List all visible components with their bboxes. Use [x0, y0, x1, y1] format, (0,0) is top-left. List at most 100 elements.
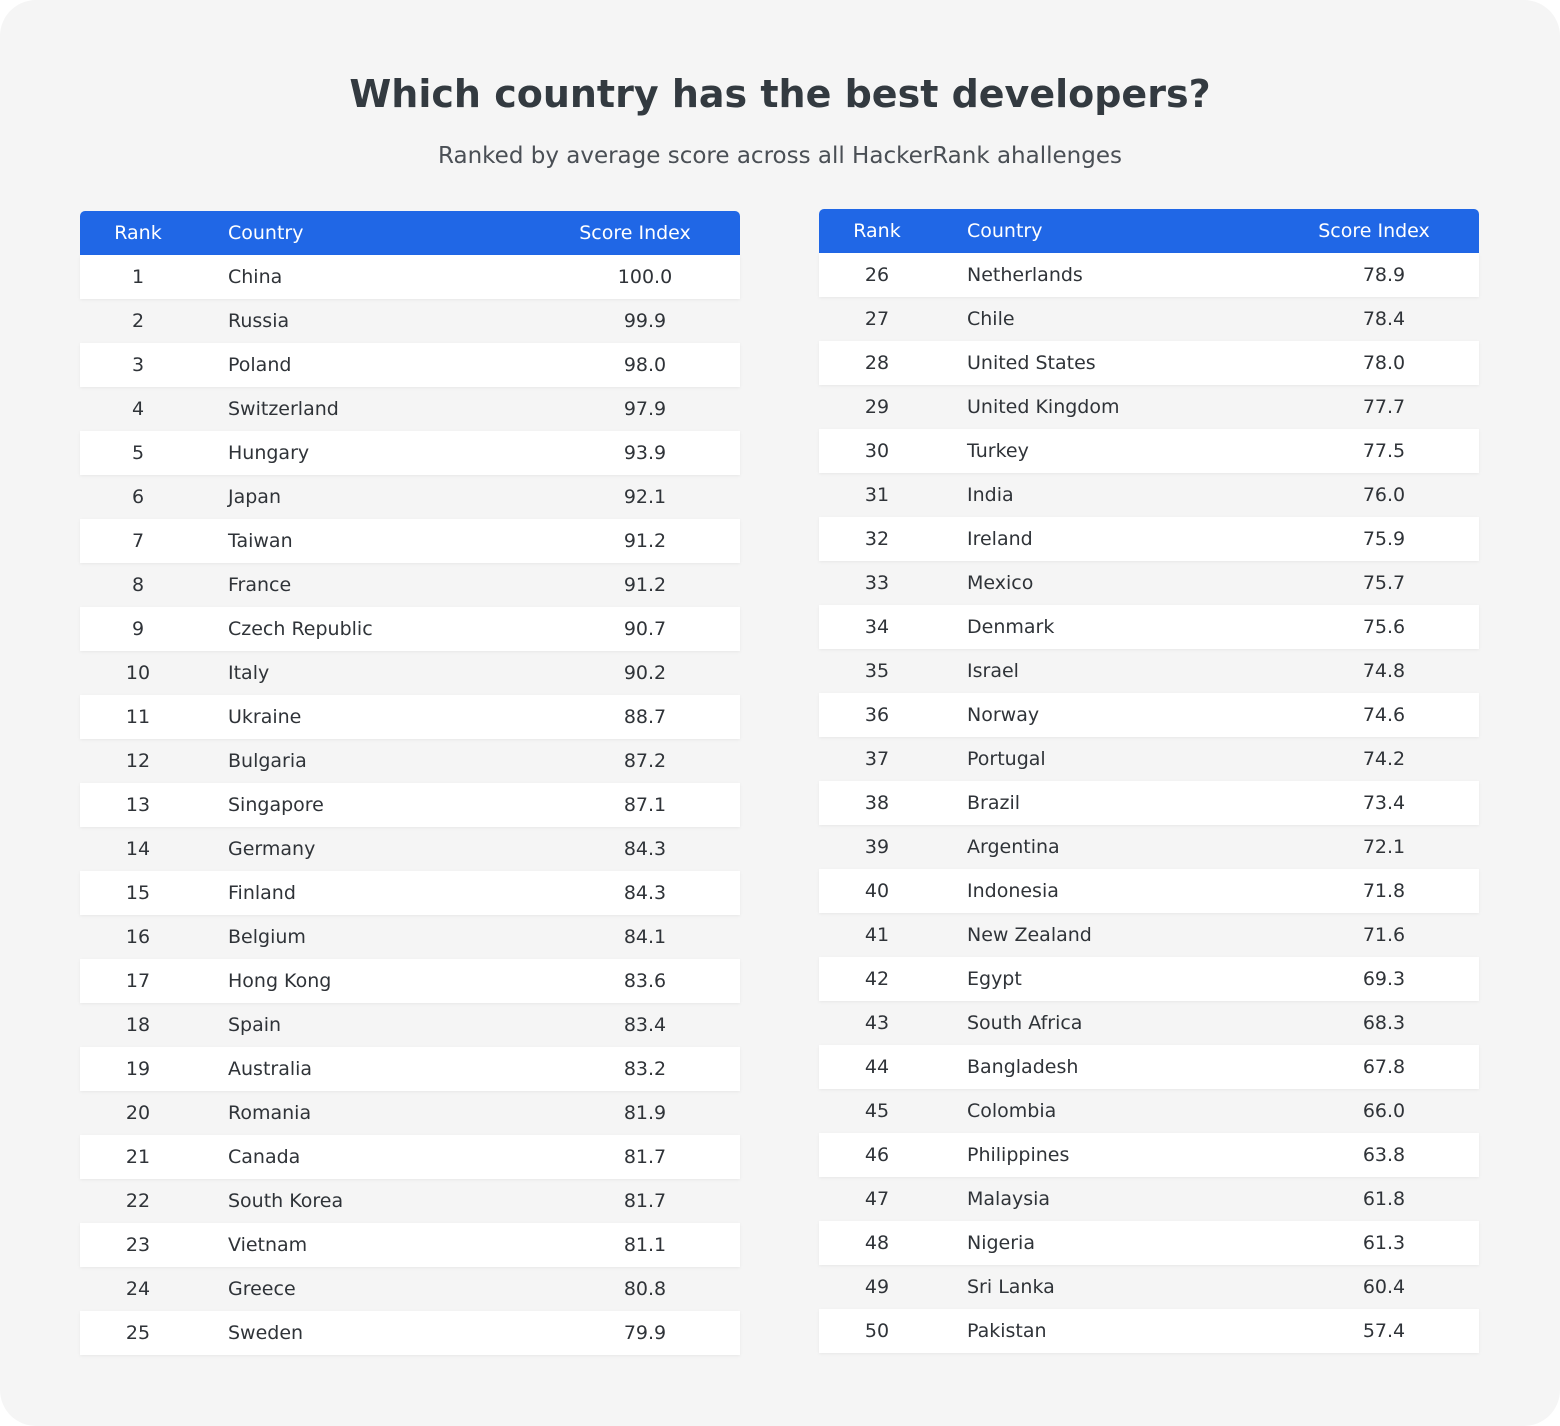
- table-row: 35 Israel 74.8: [819, 649, 1479, 693]
- table-row: 9 Czech Republic 90.7: [80, 607, 740, 651]
- country-cell: Colombia: [967, 1100, 1057, 1122]
- rank-cell: 21: [125, 1146, 151, 1168]
- score-cell: 83.6: [623, 970, 667, 992]
- score-cell: 93.9: [623, 442, 667, 464]
- score-cell: 84.3: [623, 838, 667, 860]
- country-cell: Argentina: [967, 836, 1060, 858]
- rank-cell: 25: [125, 1322, 151, 1344]
- country-cell: Norway: [967, 704, 1040, 726]
- rank-cell: 15: [125, 882, 151, 904]
- score-cell: 98.0: [623, 354, 667, 376]
- rank-cell: 48: [864, 1232, 890, 1254]
- rank-cell: 20: [125, 1102, 151, 1124]
- rank-cell: 7: [131, 530, 145, 552]
- table-row: 38 Brazil 73.4: [819, 781, 1479, 825]
- rank-cell: 44: [864, 1056, 890, 1078]
- country-cell: Poland: [228, 354, 292, 376]
- table-row: 19 Australia 83.2: [80, 1047, 740, 1091]
- rank-cell: 3: [131, 354, 145, 376]
- rank-cell: 8: [131, 574, 145, 596]
- table-row: 3 Poland 98.0: [80, 343, 740, 387]
- rank-cell: 30: [864, 440, 890, 462]
- score-cell: 91.2: [623, 530, 667, 552]
- country-cell: India: [967, 484, 1014, 506]
- rank-cell: 46: [864, 1144, 890, 1166]
- country-cell: Israel: [967, 660, 1019, 682]
- country-cell: Denmark: [967, 616, 1055, 638]
- table-row: 47 Malaysia 61.8: [819, 1177, 1479, 1221]
- table-row: 8 France 91.2: [80, 563, 740, 607]
- table-row: 21 Canada 81.7: [80, 1135, 740, 1179]
- table-header: Rank Country Score Index: [80, 211, 740, 255]
- table-row: 12 Bulgaria 87.2: [80, 739, 740, 783]
- table-row: 46 Philippines 63.8: [819, 1133, 1479, 1177]
- table-row: 40 Indonesia 71.8: [819, 869, 1479, 913]
- rank-cell: 1: [131, 266, 145, 288]
- country-cell: South Korea: [228, 1190, 344, 1212]
- table-row: 4 Switzerland 97.9: [80, 387, 740, 431]
- score-cell: 99.9: [623, 310, 667, 332]
- table-row: 24 Greece 80.8: [80, 1267, 740, 1311]
- rank-cell: 9: [131, 618, 145, 640]
- table-row: 17 Hong Kong 83.6: [80, 959, 740, 1003]
- table-row: 16 Belgium 84.1: [80, 915, 740, 959]
- table-row: 33 Mexico 75.7: [819, 561, 1479, 605]
- score-cell: 76.0: [1362, 484, 1406, 506]
- score-cell: 81.7: [623, 1190, 667, 1212]
- rank-cell: 33: [864, 572, 890, 594]
- rank-cell: 18: [125, 1014, 151, 1036]
- score-cell: 77.5: [1362, 440, 1406, 462]
- table-row: 48 Nigeria 61.3: [819, 1221, 1479, 1265]
- country-cell: Switzerland: [228, 398, 339, 420]
- column-header: Country: [228, 222, 304, 244]
- table-row: 43 South Africa 68.3: [819, 1001, 1479, 1045]
- rank-cell: 50: [864, 1320, 890, 1342]
- rank-cell: 17: [125, 970, 151, 992]
- country-cell: Nigeria: [967, 1232, 1035, 1254]
- score-cell: 60.4: [1362, 1276, 1406, 1298]
- score-cell: 72.1: [1362, 836, 1406, 858]
- country-cell: Malaysia: [967, 1188, 1051, 1210]
- rank-cell: 13: [125, 794, 151, 816]
- score-cell: 87.1: [623, 794, 667, 816]
- score-cell: 74.8: [1362, 660, 1406, 682]
- score-cell: 74.2: [1362, 748, 1406, 770]
- rank-cell: 12: [125, 750, 151, 772]
- table-row: 27 Chile 78.4: [819, 297, 1479, 341]
- rank-cell: 49: [864, 1276, 890, 1298]
- table-row: 18 Spain 83.4: [80, 1003, 740, 1047]
- country-cell: Turkey: [967, 440, 1029, 462]
- country-cell: Australia: [228, 1058, 313, 1080]
- table-row: 30 Turkey 77.5: [819, 429, 1479, 473]
- table-row: 10 Italy 90.2: [80, 651, 740, 695]
- rank-cell: 6: [131, 486, 145, 508]
- score-cell: 75.6: [1362, 616, 1406, 638]
- column-header: Rank: [853, 220, 901, 242]
- country-cell: Canada: [228, 1146, 301, 1168]
- table-row: 29 United Kingdom 77.7: [819, 385, 1479, 429]
- country-cell: Singapore: [228, 794, 324, 816]
- table-row: 41 New Zealand 71.6: [819, 913, 1479, 957]
- country-cell: Japan: [228, 486, 281, 508]
- title: Which country has the best developers?: [349, 72, 1211, 116]
- score-cell: 77.7: [1362, 396, 1406, 418]
- score-cell: 57.4: [1362, 1320, 1406, 1342]
- rank-cell: 39: [864, 836, 890, 858]
- country-cell: Vietnam: [228, 1234, 308, 1256]
- rank-cell: 38: [864, 792, 890, 814]
- table-row: 26 Netherlands 78.9: [819, 253, 1479, 297]
- rank-cell: 34: [864, 616, 890, 638]
- country-cell: Pakistan: [967, 1320, 1047, 1342]
- score-cell: 71.6: [1362, 924, 1406, 946]
- rank-cell: 45: [864, 1100, 890, 1122]
- country-cell: South Africa: [967, 1012, 1083, 1034]
- score-cell: 90.2: [623, 662, 667, 684]
- score-cell: 81.9: [623, 1102, 667, 1124]
- country-cell: Ukraine: [228, 706, 302, 728]
- table-row: 1 China 100.0: [80, 255, 740, 299]
- score-cell: 78.4: [1362, 308, 1406, 330]
- rank-cell: 36: [864, 704, 890, 726]
- rank-cell: 37: [864, 748, 890, 770]
- rank-cell: 47: [864, 1188, 890, 1210]
- table-row: 5 Hungary 93.9: [80, 431, 740, 475]
